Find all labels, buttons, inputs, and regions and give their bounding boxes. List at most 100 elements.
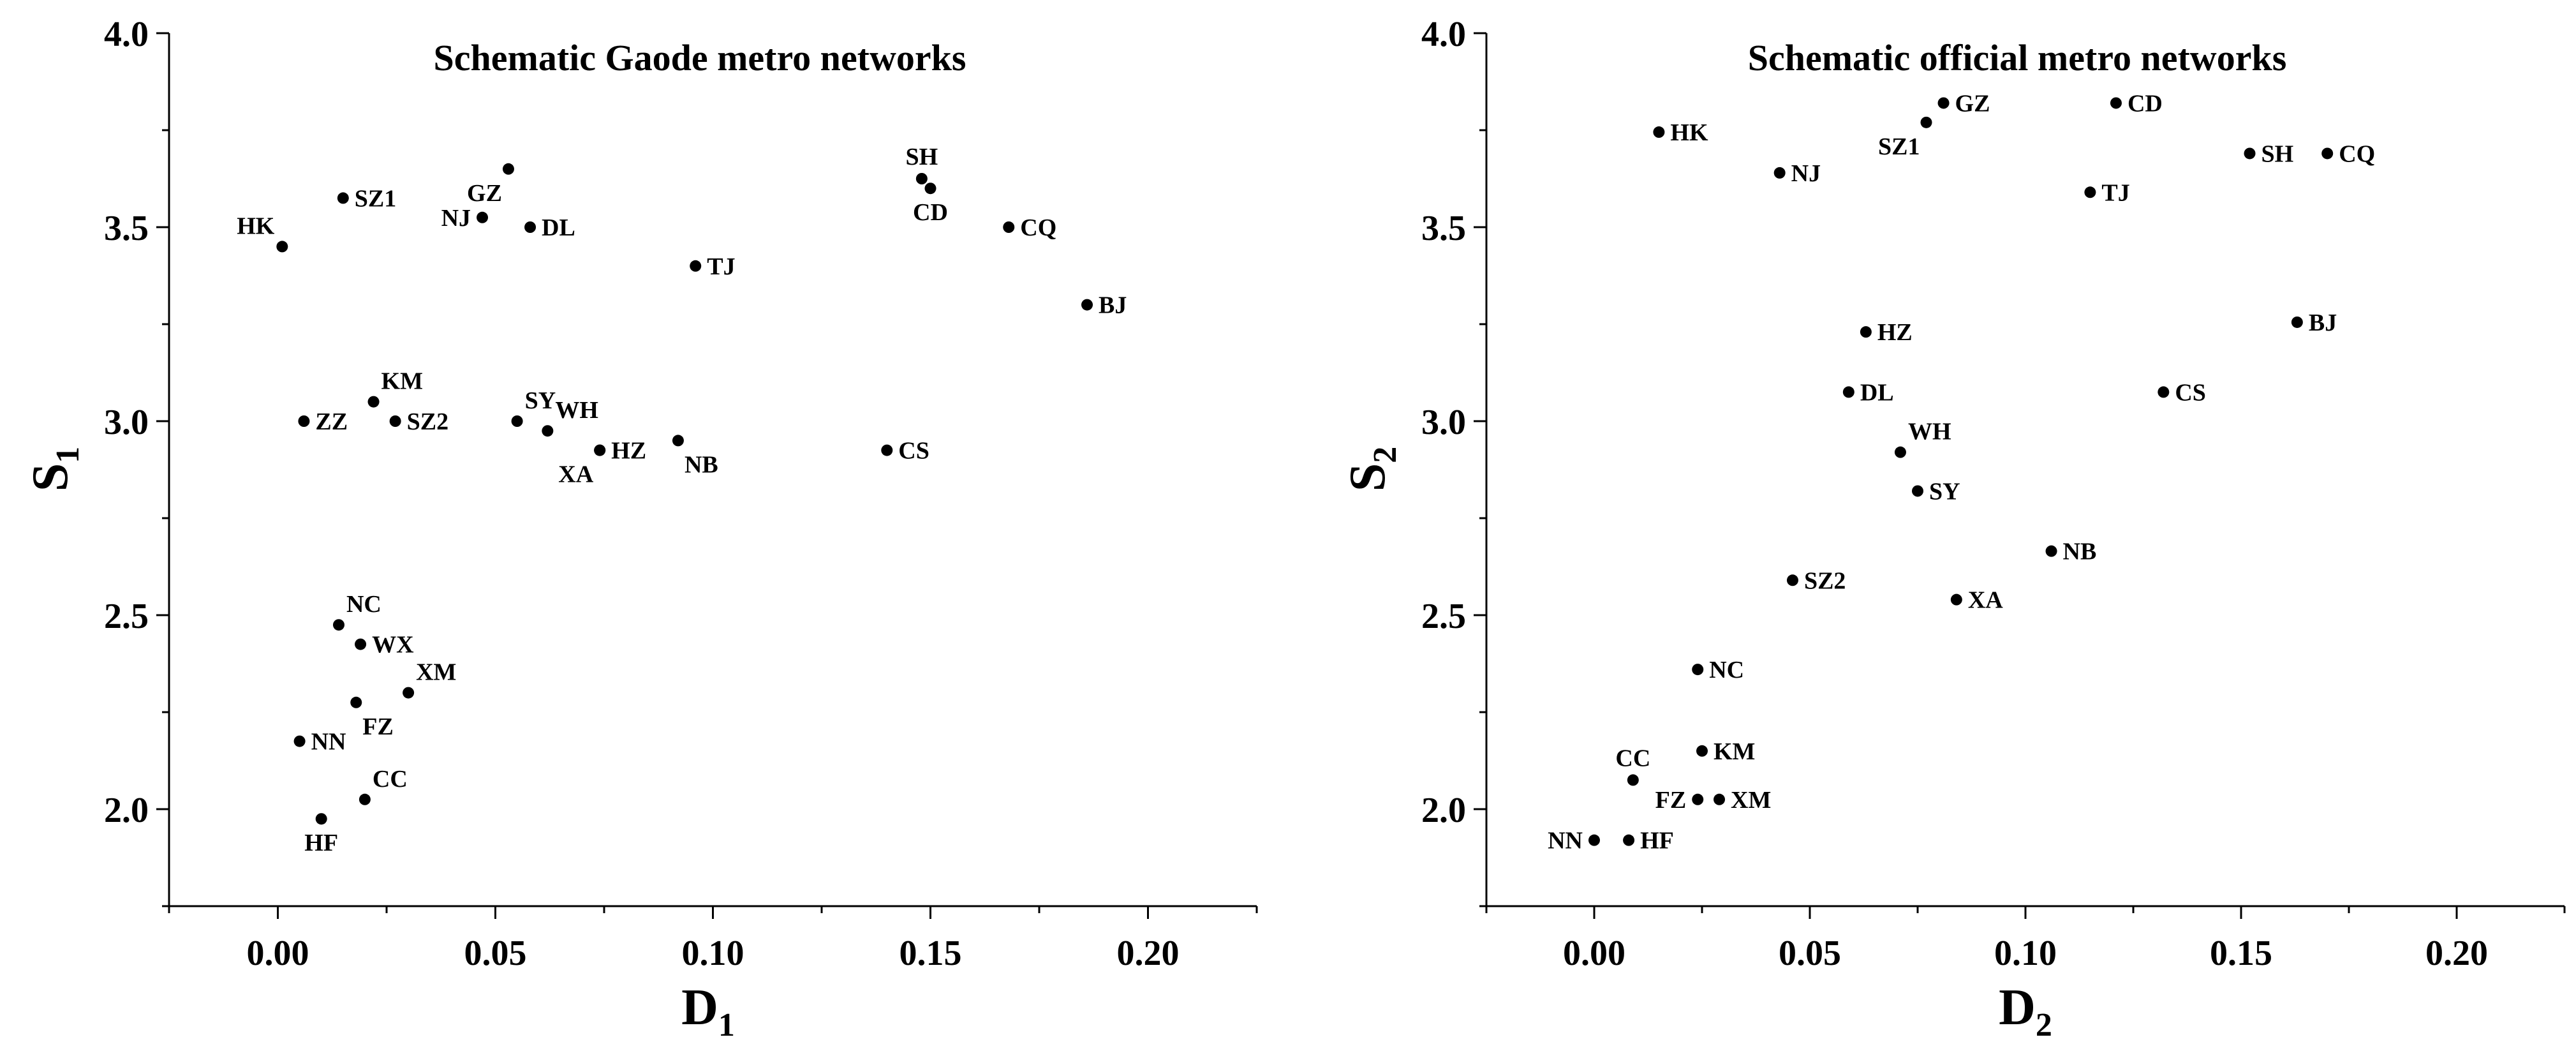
panel-1-point-cs [881,444,893,456]
panel-2-point-label-xm: XM [1731,787,1771,814]
panel-2-point-tj [2084,186,2096,198]
panel-1-point-label-wh: WH [555,397,598,424]
panel-1-y-tick-label: 2.0 [104,791,149,830]
chart-panel-1: 0.00 0.05 0.10 0.15 0.20 2.0 2.5 3.0 3.5 4.0 Sche… [22,15,1258,1043]
panel-2-point-label-gz: GZ [1955,90,1990,117]
panel-2-y-tick-label: 2.0 [1421,791,1466,830]
panel-1-point-xm [403,687,415,699]
panel-1-point-hf [315,813,327,825]
panel-1-point-cd [924,183,936,195]
panel-1-point-label-sz1: SZ1 [355,185,396,212]
panel-1-point-sy [511,415,523,427]
panel-1-point-label-cd: CD [913,199,948,226]
panel-1-point-label-hk: HK [237,212,275,239]
panel-1-point-zz [298,415,310,427]
panel-1-point-label-dl: DL [542,214,575,241]
panel-2-point-sz1 [1920,116,1932,128]
panel-2-point-label-cs: CS [2175,379,2206,406]
panel-2-y-tick-label: 4.0 [1421,15,1466,54]
panel-1-point-sz1 [337,192,349,204]
panel-2-point-xm [1714,793,1726,805]
panel-2-ylabel-main: S [1340,463,1396,492]
panel-1-title: Schematic Gaode metro networks [434,37,966,78]
panel-1-point-label-xm: XM [416,659,456,686]
panel-1-point-label-nj: NJ [441,205,471,232]
panel-2-x-tick-label: 0.20 [2425,934,2488,973]
panel-1-xlabel-sub: 1 [718,1007,735,1043]
panel-2-xlabel-main: D [1999,980,2036,1036]
panel-2-point-label-hz: HZ [1877,319,1913,346]
panel-1-point-label-hz: HZ [611,438,646,465]
panel-1-point-label-nc: NC [346,591,381,618]
panel-2-point-label-cd: CD [2128,90,2163,117]
panel-2-point-km [1696,745,1708,757]
panel-2-y-tick-label: 3.0 [1421,403,1466,442]
panel-2-point-cd [2110,97,2122,109]
chart-panel-2: 0.00 0.05 0.10 0.15 0.20 2.0 2.5 3.0 3.5 4.0 Sche… [1340,15,2566,1043]
panel-1-point-km [367,396,380,408]
panel-2-point-label-hf: HF [1640,828,1674,854]
panel-1-point-label-sy: SY [525,387,556,414]
panel-1-point-label-hf: HF [304,830,338,856]
panel-1-point-wx [355,638,367,650]
panel-1-y-tick-label: 4.0 [104,15,149,54]
panel-2-point-cs [2158,386,2170,398]
panel-1-xlabel: D1 [681,980,735,1043]
panel-2-xlabel-sub: 2 [2036,1007,2052,1043]
panel-1-point-label-km: KM [381,368,423,395]
panel-1-x-tick-label: 0.10 [682,934,744,973]
panel-2-xlabel: D2 [1999,980,2052,1043]
panel-2-point-nb [2045,545,2057,557]
panel-1-point-tj [690,260,702,272]
panel-2-point-label-km: KM [1714,738,1755,765]
panel-2-point-label-dl: DL [1860,379,1894,406]
panel-2-axes: 0.00 0.05 0.10 0.15 0.20 2.0 2.5 3.0 3.5 4.0 [1421,15,2566,973]
panel-2-point-label-sy: SY [1929,478,1960,505]
panel-2-point-label-sz1: SZ1 [1878,133,1920,160]
panel-2-point-hk [1653,126,1665,138]
panel-2-point-label-wh: WH [1908,419,1951,445]
panel-2-point-xa [1950,593,1962,606]
panel-2-point-sy [1912,485,1923,497]
panel-2-ylabel-sub: 2 [1367,447,1403,463]
panel-1-ylabel: S1 [22,447,86,492]
panel-1-point-label-zz: ZZ [315,408,348,435]
panel-1-x-tick-label: 0.05 [464,934,527,973]
panel-2-point-sh [2244,147,2256,160]
panel-1-x-tick-label: 0.00 [247,934,309,973]
panel-2-x-tick-label: 0.05 [1779,934,1841,973]
panel-1-point-label-cq: CQ [1020,214,1056,241]
panel-1-x-tick-label: 0.15 [899,934,962,973]
panel-2-point-label-sh: SH [2261,140,2294,167]
panel-1-point-bj [1081,299,1093,311]
panel-2-x-tick-label: 0.15 [2210,934,2272,973]
panel-1-point-cc [359,793,371,805]
panel-2-point-label-bj: BJ [2309,309,2337,336]
panel-1-point-nj [477,211,489,223]
panel-2-point-label-sz2: SZ2 [1804,567,1846,594]
panel-2-point-hz [1860,326,1872,338]
panel-1-point-nb [672,435,684,447]
panel-2-point-label-cq: CQ [2339,140,2375,167]
panel-1-point-fz [350,696,362,708]
panel-1-ylabel-sub: 1 [50,447,86,463]
panel-1-point-sz2 [389,415,401,427]
panel-1-point-cq [1003,221,1015,233]
panel-2-point-nj [1773,167,1786,179]
svg-text:S1: S1 [22,447,86,492]
panel-2-point-label-hk: HK [1670,119,1708,146]
panel-2-point-nn [1588,834,1600,846]
svg-text:D2: D2 [1999,980,2052,1043]
panel-1-xlabel-main: D [681,980,718,1036]
panel-2-x-tick-label: 0.00 [1563,934,1625,973]
panel-1-y-tick-label: 3.5 [104,209,149,248]
panel-2-title: Schematic official metro networks [1748,37,2287,78]
panel-1-point-label-fz: FZ [362,713,394,740]
panel-2-point-hf [1623,834,1635,846]
panel-1-point-label-bj: BJ [1099,292,1127,319]
panel-2-point-nc [1692,664,1704,676]
panel-1-point-label-xa: XA [558,461,593,488]
panel-2-point-sz2 [1786,574,1798,586]
panel-1-point-xa [594,444,606,456]
